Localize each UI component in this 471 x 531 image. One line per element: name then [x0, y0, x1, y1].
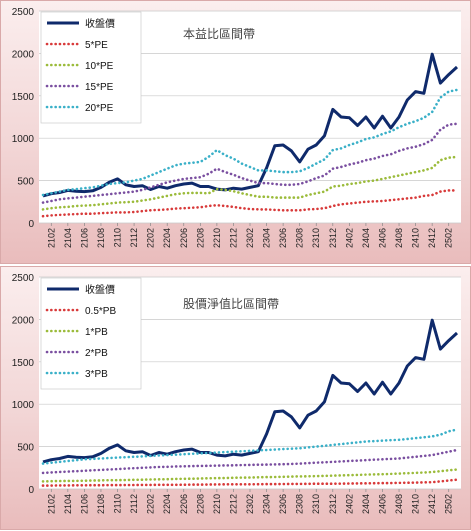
y-tick-label: 1000: [12, 400, 35, 411]
y-tick-label: 2500: [12, 7, 35, 18]
x-tick-label: 2210: [212, 228, 222, 248]
x-tick-label: 2308: [295, 494, 305, 514]
pe-band-chart-panel: 0 500 1000 1500 2000 2500 2102 2104 2106 2108 2110…: [0, 0, 471, 264]
x-tick-label: 2310: [311, 228, 321, 248]
series-line-2: [41, 468, 459, 483]
legend-label: 3*PB: [85, 369, 108, 380]
x-tick-label: 2106: [79, 494, 89, 514]
x-tick-label: 2108: [96, 494, 106, 514]
x-tick-label: 2104: [63, 228, 73, 248]
series-line-0: [42, 52, 459, 198]
series-line-3: [41, 448, 459, 475]
x-tick-label: 2402: [344, 228, 354, 248]
x-tick-label: 2302: [245, 494, 255, 514]
y-tick-label: 2000: [12, 49, 35, 60]
x-tick-label: 2102: [46, 228, 56, 248]
legend-label: 5*PE: [85, 40, 108, 51]
legend: [40, 11, 142, 124]
x-tick-label: 2304: [262, 228, 272, 248]
x-tick-label: 2408: [394, 228, 404, 248]
x-tick-label: 2112: [129, 228, 139, 247]
x-tick-label: 2202: [146, 228, 156, 248]
y-tick-label: 0: [28, 219, 34, 230]
x-tick-label: 2204: [162, 228, 172, 248]
x-tick-label: 2208: [195, 494, 205, 514]
x-tick-label: 2110: [113, 494, 123, 513]
x-tick-label: 2306: [278, 228, 288, 248]
series-line-4: [41, 428, 459, 465]
x-tick-label: 2206: [179, 494, 189, 514]
pb-band-chart: 0 500 1000 1500 2000 2500 2102 2104 2106 2108 2110…: [12, 273, 461, 514]
x-tick-label: 2304: [262, 494, 272, 514]
legend-label: 1*PB: [85, 327, 108, 338]
legend-label: 2*PB: [85, 348, 108, 359]
pe-band-chart: 0 500 1000 1500 2000 2500 2102 2104 2106 2108 2110…: [12, 7, 461, 248]
x-tick-label: 2406: [377, 494, 387, 514]
x-tick-label: 2410: [411, 228, 421, 248]
y-tick-label: 500: [17, 443, 34, 454]
x-tick-label: 2502: [444, 228, 454, 248]
legend-label: 收盤價: [85, 17, 115, 30]
x-tick-label: 2206: [179, 228, 189, 248]
legend-label: 收盤價: [85, 283, 115, 296]
x-tick-label: 2302: [245, 228, 255, 248]
x-tick-label: 2408: [394, 494, 404, 514]
x-tick-label: 2312: [328, 494, 338, 514]
legend-label: 15*PE: [85, 82, 114, 93]
legend: [40, 277, 142, 390]
x-tick-label: 2312: [328, 228, 338, 248]
x-tick-label: 2404: [361, 228, 371, 248]
x-tick-label: 2112: [129, 494, 139, 513]
x-tick-label: 2406: [377, 228, 387, 248]
x-tick-label: 2108: [96, 228, 106, 248]
y-tick-label: 1500: [12, 92, 35, 103]
y-tick-label: 0: [28, 485, 34, 496]
x-tick-label: 2208: [195, 228, 205, 248]
x-tick-label: 2502: [444, 494, 454, 514]
y-tick-label: 1000: [12, 134, 35, 145]
x-tick-label: 2202: [146, 494, 156, 514]
y-tick-label: 2000: [12, 315, 35, 326]
legend-label: 10*PE: [85, 61, 114, 72]
x-tick-label: 2310: [311, 494, 321, 514]
series-line-2: [41, 155, 459, 211]
x-tick-label: 2212: [228, 228, 238, 248]
series-line-1: [41, 478, 459, 487]
x-tick-label: 2106: [79, 228, 89, 248]
x-tick-label: 2212: [228, 494, 238, 514]
legend-label: 20*PE: [85, 103, 114, 114]
x-tick-label: 2308: [295, 228, 305, 248]
series-line-3: [41, 122, 459, 204]
x-tick-label: 2410: [411, 494, 421, 514]
x-tick-label: 2412: [427, 494, 437, 514]
x-tick-label: 2210: [212, 494, 222, 514]
x-tick-label: 2412: [427, 228, 437, 248]
y-tick-label: 2500: [12, 273, 35, 284]
x-tick-label: 2104: [63, 494, 73, 514]
x-tick-label: 2404: [361, 494, 371, 514]
x-tick-label: 2402: [344, 494, 354, 514]
series-line-0: [42, 318, 459, 464]
x-tick-label: 2110: [113, 228, 123, 247]
y-tick-label: 500: [17, 177, 34, 188]
chart-title: 股價淨值比區間帶: [183, 296, 279, 311]
x-tick-label: 2306: [278, 494, 288, 514]
x-tick-label: 2102: [46, 494, 56, 514]
chart-title: 本益比區間帶: [183, 27, 255, 41]
y-tick-label: 1500: [12, 358, 35, 369]
series-line-1: [41, 189, 459, 218]
x-tick-label: 2204: [162, 494, 172, 514]
legend-label: 0.5*PB: [85, 306, 116, 317]
series-line-4: [41, 88, 459, 197]
pb-band-chart-panel: 0 500 1000 1500 2000 2500 2102 2104 2106 2108 2110…: [0, 266, 471, 530]
